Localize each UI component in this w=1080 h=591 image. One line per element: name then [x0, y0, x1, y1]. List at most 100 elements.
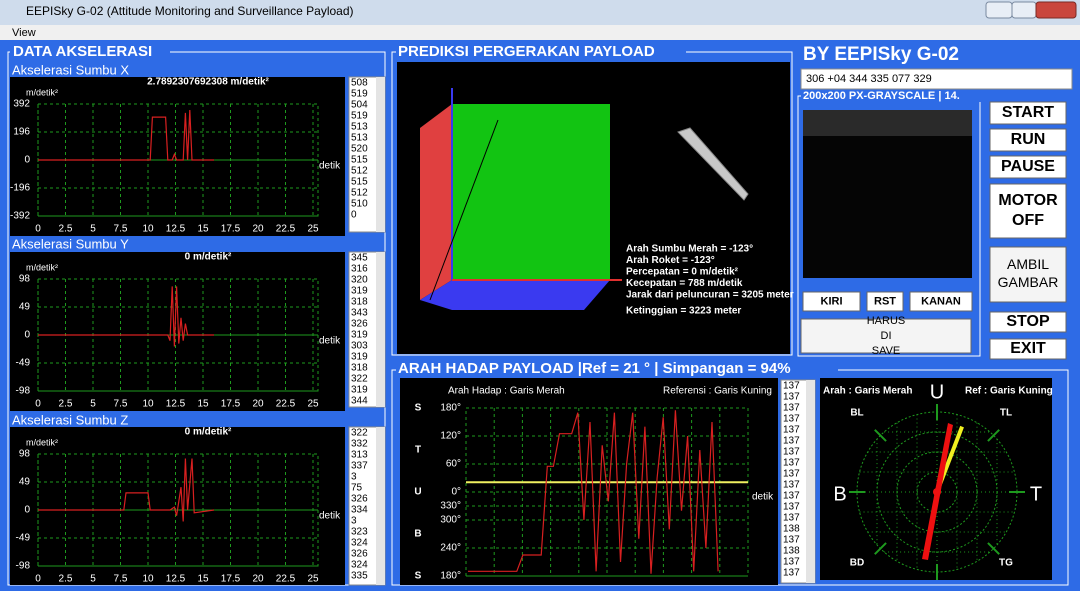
compass-center [933, 488, 941, 496]
list-item: 137 [783, 469, 800, 480]
button[interactable] [989, 101, 1067, 125]
legend-ref: Referensi : Garis Kuning [663, 386, 772, 397]
list-item: 319 [351, 330, 368, 341]
scrollbar[interactable] [376, 252, 385, 407]
compass-tick [874, 542, 887, 555]
list-item: 519 [351, 111, 368, 122]
y-tick-label: 98 [19, 274, 31, 285]
direction-label: T [415, 445, 421, 456]
y-axis-label: m/detik² [26, 262, 58, 272]
button-label: EXIT [1010, 340, 1046, 357]
y-axis-label: m/detik² [26, 437, 58, 447]
y-tick-label: -49 [16, 533, 31, 544]
x-tick-label: 22.5 [276, 224, 296, 235]
list-item: 326 [351, 494, 368, 505]
x-tick-label: 7.5 [114, 399, 128, 410]
list-item: 0 [351, 210, 357, 221]
x-tick-label: 17.5 [221, 224, 241, 235]
button-label: AMBIL [1007, 256, 1049, 272]
info-line: Ketinggian = 3223 meter [626, 306, 741, 317]
minimize-button[interactable] [985, 1, 1013, 19]
serial-textbox[interactable] [800, 68, 1073, 90]
x-tick-label: 7.5 [114, 574, 128, 585]
button[interactable] [989, 311, 1067, 333]
list-item: 326 [351, 319, 368, 330]
x-tick-label: 25 [307, 224, 319, 235]
compass-tick [987, 429, 1000, 442]
y-tick-label: 0 [24, 155, 30, 166]
button[interactable] [989, 246, 1067, 303]
x-tick-label: 7.5 [114, 224, 128, 235]
list-item: 512 [351, 188, 368, 199]
y-tick-label: -98 [16, 561, 31, 572]
button-label: DI [881, 330, 892, 342]
accel-trace [38, 109, 214, 161]
x-tick-label: 17.5 [221, 399, 241, 410]
button[interactable] [989, 128, 1067, 152]
button[interactable] [989, 183, 1067, 239]
scrollbar[interactable] [376, 427, 385, 585]
x-tick-label: 0 [35, 399, 41, 410]
x-tick-label: 25 [307, 574, 319, 585]
list-item: 510 [351, 199, 368, 210]
button[interactable] [866, 291, 904, 312]
compass-legend: Ref : Garis Kuning [965, 386, 1053, 397]
button[interactable] [989, 338, 1067, 360]
compass-label: B [833, 483, 846, 505]
list-item: 320 [351, 275, 368, 286]
readout: 2.7892307692308 m/detik² [147, 77, 269, 88]
list-item: 3 [351, 516, 357, 527]
x-tick-label: 20 [252, 399, 264, 410]
menu-view[interactable]: View [12, 27, 36, 39]
maximize-button[interactable] [1011, 1, 1037, 19]
list-item: 318 [351, 363, 368, 374]
list-item: 137 [783, 480, 800, 491]
x-tick-label: 12.5 [166, 574, 186, 585]
y-tick-label: 392 [13, 99, 30, 110]
chart-title: Akselerasi Sumbu Z [12, 412, 128, 427]
list-item: 345 [351, 253, 368, 264]
legend-red: Arah Hadap : Garis Merah [448, 386, 565, 397]
list-item: 324 [351, 560, 368, 571]
list-item: 319 [351, 352, 368, 363]
y-tick-label: 300° [440, 515, 461, 526]
list-item: 319 [351, 286, 368, 297]
close-button[interactable] [1035, 1, 1077, 19]
list-item: 137 [783, 436, 800, 447]
camera-title-bg [801, 90, 981, 102]
list-item: 335 [351, 571, 368, 582]
y-tick-label: -392 [10, 211, 30, 222]
menu-bar [0, 25, 1080, 40]
compass-label: BD [850, 558, 864, 569]
x-tick-label: 15 [197, 574, 209, 585]
y-axis-label: m/detik² [26, 87, 58, 97]
scrollbar[interactable] [806, 380, 815, 583]
list-item: 504 [351, 100, 368, 111]
list-item: 316 [351, 264, 368, 275]
y-tick-label: -98 [16, 386, 31, 397]
list-item: 324 [351, 538, 368, 549]
cube-face-blue [420, 280, 610, 310]
y-tick-label: 0 [24, 505, 30, 516]
x-tick-label: 0 [35, 574, 41, 585]
info-line: Jarak dari peluncuran = 3205 meter [626, 290, 794, 301]
button[interactable] [802, 291, 861, 312]
button-label: PAUSE [1001, 158, 1055, 175]
heading-title-bg [396, 362, 838, 376]
y-tick-label: -196 [10, 183, 30, 194]
button-label: START [1002, 104, 1054, 121]
readout: 0 m/detik² [185, 252, 232, 263]
scrollbar[interactable] [376, 77, 385, 232]
x-axis-label: detik [752, 492, 774, 503]
list-item: 515 [351, 177, 368, 188]
button[interactable] [909, 291, 973, 312]
list-item: 303 [351, 341, 368, 352]
button[interactable] [989, 155, 1067, 179]
compass-label: T [1030, 483, 1042, 505]
button-label: RST [874, 295, 896, 307]
x-tick-label: 10 [142, 574, 154, 585]
y-tick-label: 240° [440, 543, 461, 554]
list-item: 515 [351, 155, 368, 166]
button-label: KANAN [921, 295, 961, 307]
button[interactable] [800, 318, 972, 354]
